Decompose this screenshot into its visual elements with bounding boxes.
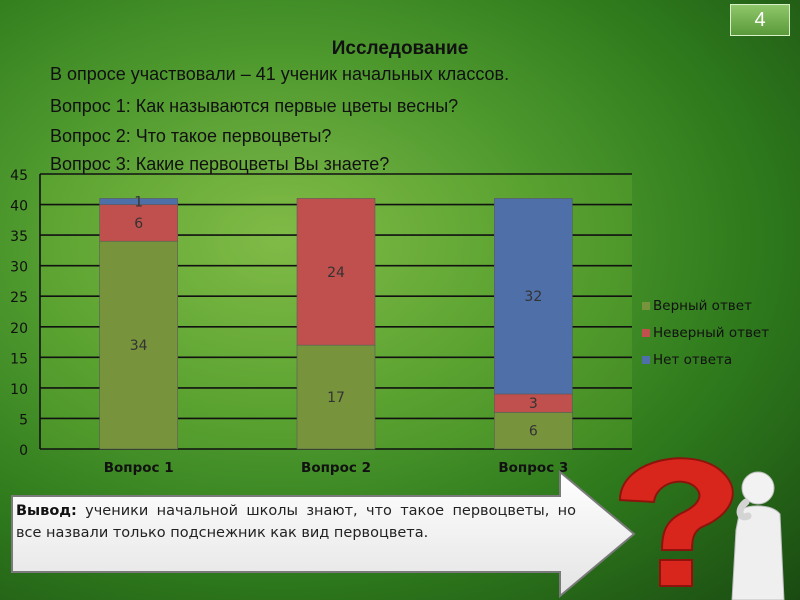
bar-segment xyxy=(99,198,178,205)
y-tick-label: 40 xyxy=(10,199,28,215)
y-tick-label: 15 xyxy=(10,351,28,367)
data-label: 6 xyxy=(134,216,143,232)
conclusion-body: ученики начальной школы знают, что такое… xyxy=(16,503,576,541)
question-2-line: Вопрос 2: Что такое первоцветы? xyxy=(50,126,332,146)
legend-label-correct: Верный ответ xyxy=(653,297,752,314)
conclusion-arrow xyxy=(11,469,636,599)
data-label: 6 xyxy=(529,424,538,440)
thinking-person-icon xyxy=(731,471,785,600)
bar-segment xyxy=(296,344,376,450)
question-3-line: Вопрос 3: Какие первоцветы Вы знаете? xyxy=(50,154,390,174)
conclusion-text: Вывод: ученики начальной школы знают, чт… xyxy=(16,500,576,544)
y-tick-label: 35 xyxy=(10,229,28,245)
y-tick-label: 5 xyxy=(19,412,28,428)
bar-segment xyxy=(494,198,573,395)
legend-swatch-incorrect xyxy=(642,328,650,337)
data-label: 3 xyxy=(529,396,538,412)
data-label: 1 xyxy=(134,195,143,211)
legend-item-correct: Верный ответ xyxy=(642,292,769,319)
x-tick-label: Вопрос 2 xyxy=(301,460,371,476)
x-tick-label: Вопрос 3 xyxy=(498,460,568,476)
legend-item-incorrect: Неверный ответ xyxy=(642,319,769,346)
slide-title: Исследование xyxy=(331,38,469,59)
data-label: 24 xyxy=(327,265,345,281)
survey-participants-line: В опросе участвовали – 41 ученик начальн… xyxy=(50,64,510,84)
y-tick-label: 20 xyxy=(10,321,28,337)
slide-number-badge: 4 xyxy=(730,4,790,36)
data-label: 17 xyxy=(327,390,345,406)
legend-label-no-answer: Нет ответа xyxy=(653,351,733,368)
y-tick-label: 0 xyxy=(19,443,28,459)
chart-legend: Верный ответ Неверный ответ Нет ответа xyxy=(642,292,769,373)
legend-swatch-no-answer xyxy=(642,355,650,364)
bar-segment xyxy=(99,240,178,450)
y-tick-label: 30 xyxy=(10,260,28,276)
bar-segment xyxy=(296,198,376,346)
data-label: 32 xyxy=(524,289,542,305)
legend-swatch-correct xyxy=(642,301,650,310)
y-tick-label: 45 xyxy=(10,168,28,184)
data-label: 34 xyxy=(130,338,148,354)
legend-label-incorrect: Неверный ответ xyxy=(653,324,770,341)
bar-segment xyxy=(99,204,178,242)
legend-item-no-answer: Нет ответа xyxy=(642,346,769,373)
x-tick-label: Вопрос 1 xyxy=(104,460,174,476)
question-1-line: Вопрос 1: Как называются первые цветы ве… xyxy=(50,96,459,116)
question-mark-icon xyxy=(618,457,734,587)
thinking-person-question-mark-illustration xyxy=(618,457,785,600)
y-tick-label: 25 xyxy=(10,290,28,306)
y-tick-label: 10 xyxy=(10,382,28,398)
conclusion-label: Вывод: xyxy=(16,503,77,519)
